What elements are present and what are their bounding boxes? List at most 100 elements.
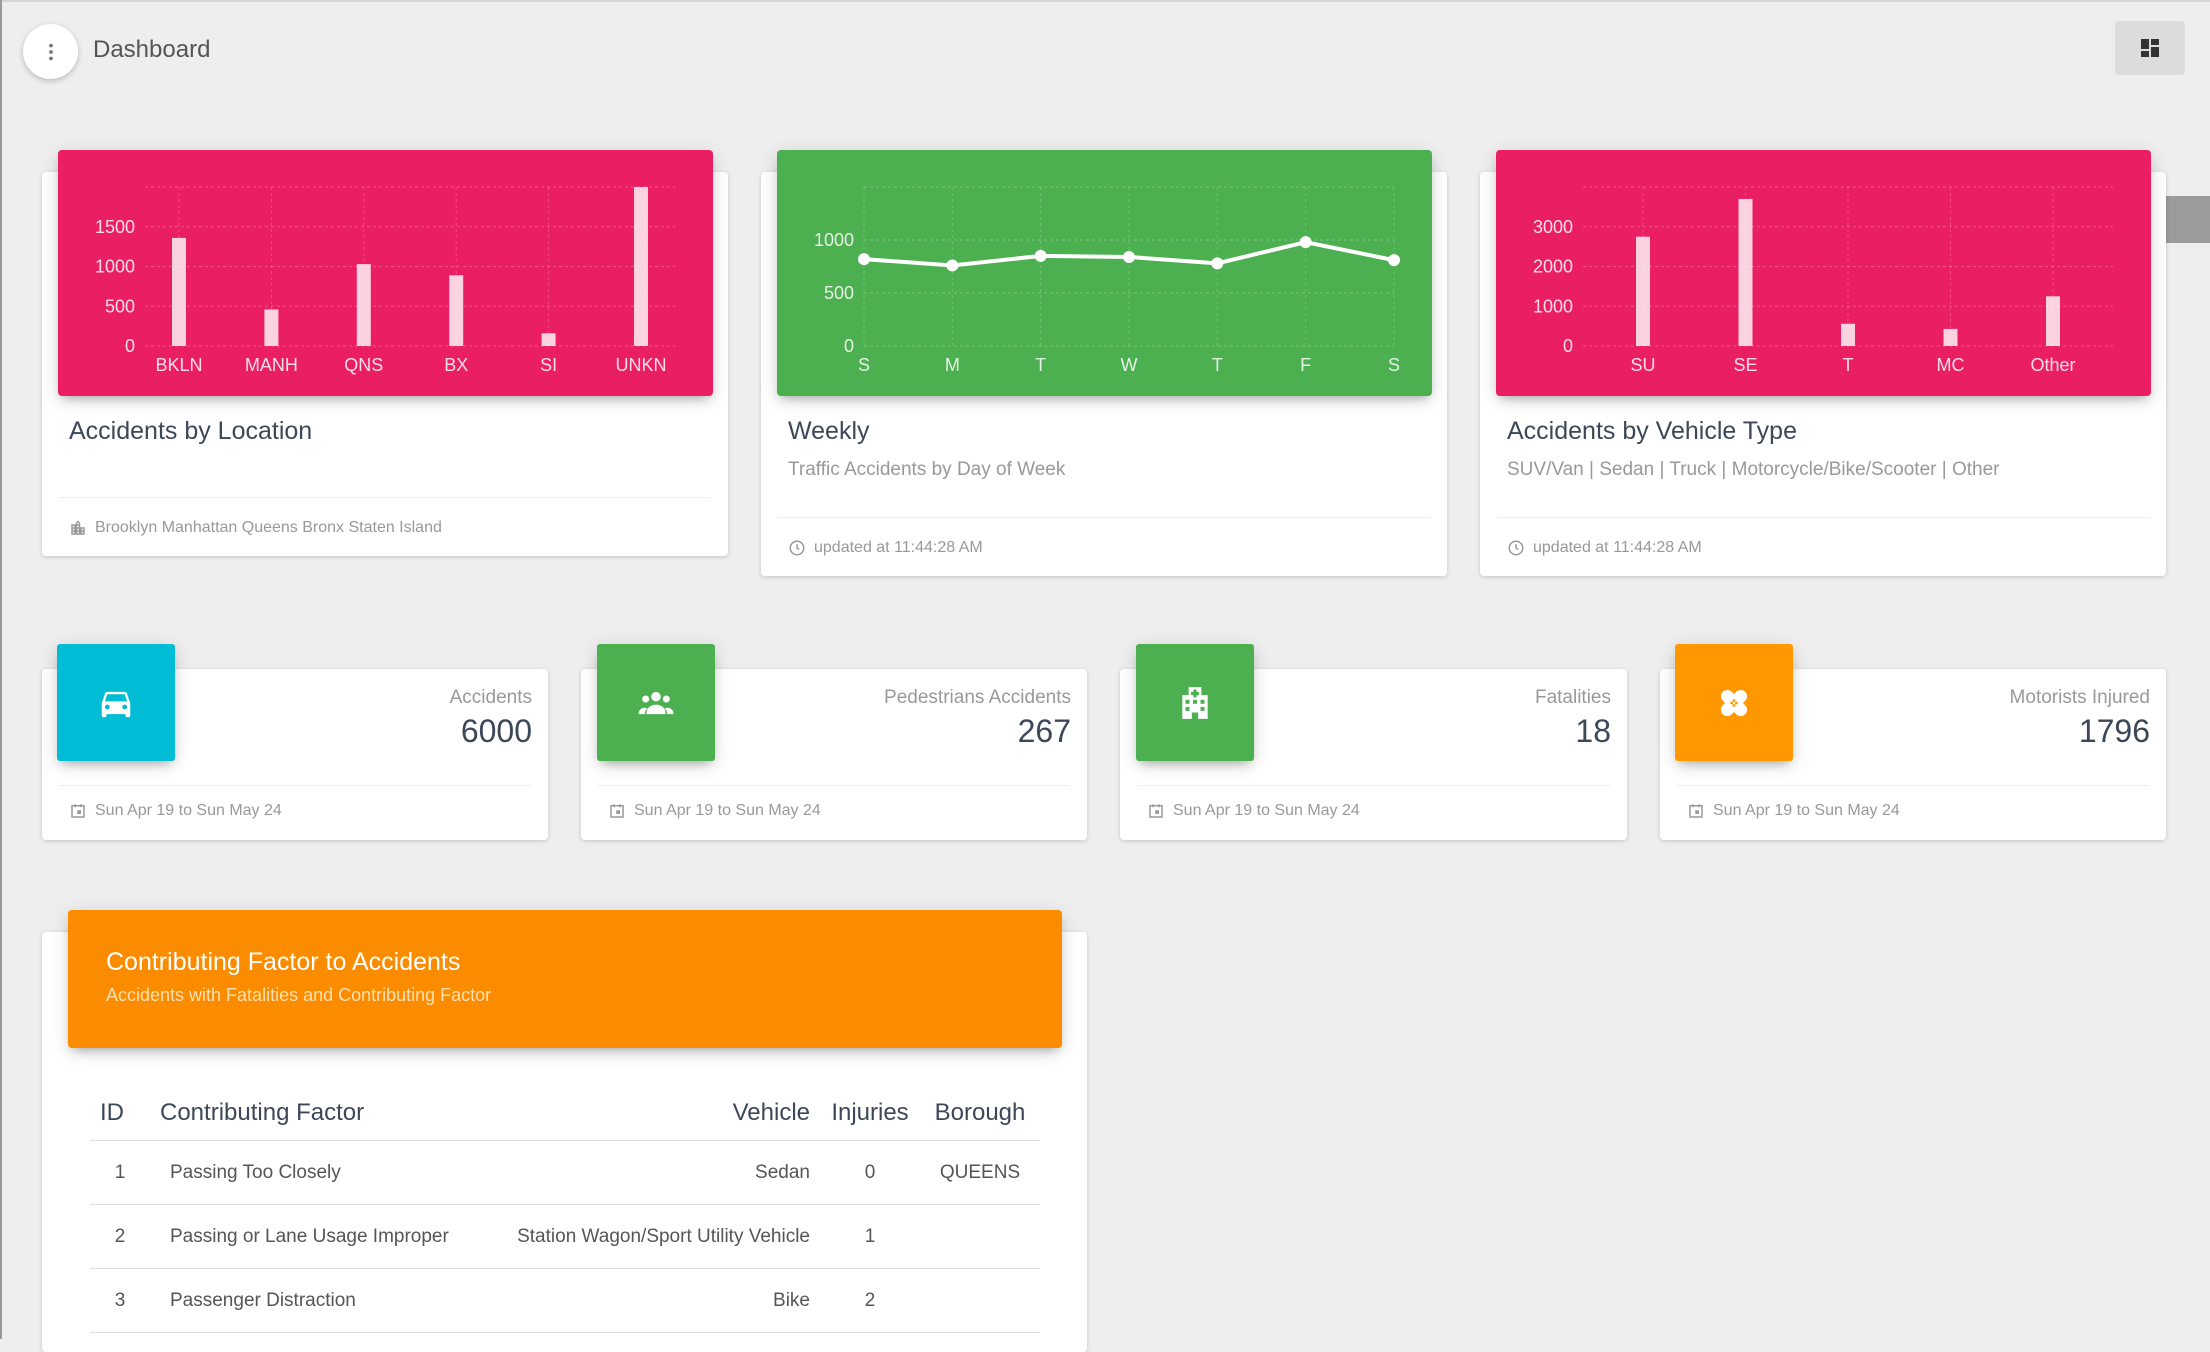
column-header-factor[interactable]: Contributing Factor: [150, 1085, 483, 1141]
table-header: Contributing Factor to Accidents Acciden…: [68, 910, 1062, 1048]
y-tick-label: 2000: [1533, 257, 1573, 277]
data-point: [1299, 236, 1312, 249]
bar: [449, 275, 464, 346]
cell-id: 3: [90, 1268, 150, 1333]
bar: [1738, 198, 1753, 346]
y-tick-label: 0: [125, 336, 135, 356]
stat-label: Pedestrians Accidents: [884, 687, 1071, 708]
x-tick-label: QNS: [344, 355, 383, 375]
cell-vehicle: Bike: [482, 1268, 820, 1333]
y-tick-label: 3000: [1533, 217, 1573, 237]
stat-value: 267: [1017, 713, 1071, 749]
card-footer: updated at 11:44:28 AM: [788, 539, 983, 557]
table-row[interactable]: 1 Passing Too Closely Sedan 0 QUEENS: [90, 1140, 1040, 1205]
data-point: [1211, 257, 1224, 270]
divider: [1137, 785, 1610, 786]
dashboard-button[interactable]: [2115, 21, 2185, 75]
cell-injuries: 1: [820, 1204, 920, 1269]
x-tick-label: T: [1035, 355, 1046, 375]
bandage-icon: [1720, 689, 1748, 716]
y-tick-label: 1000: [1533, 296, 1573, 316]
bar: [356, 264, 371, 346]
divider: [1677, 785, 2149, 786]
bar: [1636, 236, 1650, 346]
page-title: Dashboard: [93, 36, 211, 63]
bar: [2046, 296, 2060, 346]
y-tick-label: 1000: [814, 230, 854, 250]
y-tick-label: 500: [105, 296, 135, 316]
data-point: [1388, 254, 1400, 267]
column-header-borough[interactable]: Borough: [920, 1085, 1040, 1141]
card-title: Accidents by Location: [69, 417, 313, 445]
vehicle-bar-chart: 0 1000 2000 3000 SU SE T MC Other: [1533, 186, 2113, 375]
table-row[interactable]: 2 Passing or Lane Usage Improper Station…: [90, 1204, 1040, 1269]
cell-borough: [920, 1204, 1040, 1269]
divider: [598, 785, 1070, 786]
table-subtitle: Accidents with Fatalities and Contributi…: [106, 985, 492, 1005]
stat-label: Fatalities: [1534, 687, 1611, 708]
x-tick-label: T: [1843, 355, 1854, 375]
x-tick-label: MANH: [245, 355, 298, 375]
location-bar-chart: 0 500 1000 1500 BKLN MANH QNS BX SI UNKN: [95, 186, 675, 375]
menu-button[interactable]: [23, 24, 78, 79]
x-tick-label: UNKN: [615, 355, 666, 375]
column-header-vehicle[interactable]: Vehicle: [482, 1085, 820, 1141]
fatalities-icon-box: [1136, 644, 1254, 761]
calendar-icon: [610, 804, 624, 818]
footer-text: Sun Apr 19 to Sun May 24: [1173, 802, 1360, 819]
y-tick-label: 1000: [95, 257, 135, 277]
data-point: [1123, 250, 1135, 263]
divider: [59, 497, 711, 498]
people-icon: [638, 691, 674, 714]
cell-borough: QUEENS: [920, 1140, 1040, 1205]
cell-id: 2: [90, 1204, 150, 1269]
x-tick-label: S: [1388, 355, 1400, 375]
footer-text: Sun Apr 19 to Sun May 24: [1713, 802, 1900, 819]
bar: [634, 187, 648, 346]
calendar-icon: [1149, 804, 1163, 818]
card-category: Traffic Accidents by Day of Week: [788, 459, 1066, 480]
cell-vehicle: Station Wagon/Sport Utility Vehicle: [482, 1204, 820, 1269]
window-left-edge: [0, 0, 2, 1339]
vehicle-chart: 0 1000 2000 3000 SU SE T MC Other: [1496, 150, 2151, 396]
column-header-injuries[interactable]: Injuries: [820, 1085, 920, 1141]
y-tick-label: 1500: [95, 217, 135, 237]
cell-factor: Passing or Lane Usage Improper: [150, 1204, 483, 1269]
x-tick-label: F: [1300, 355, 1311, 375]
y-tick-label: 500: [824, 283, 854, 303]
card-category: SUV/Van | Sedan | Truck | Motorcycle/Bik…: [1507, 459, 2000, 480]
more-vert-icon: [48, 43, 53, 60]
cell-id: 1: [90, 1140, 150, 1205]
cell-injuries: 0: [820, 1140, 920, 1205]
cell-borough: [920, 1268, 1040, 1333]
weekly-line-chart: 0 500 1000 S M T W T F S: [814, 186, 1400, 375]
table-header-row: ID Contributing Factor Vehicle Injuries …: [90, 1085, 1040, 1141]
window-top-edge: [0, 0, 2210, 2]
car-icon: [101, 691, 131, 717]
clock-icon: [789, 540, 805, 556]
footer-text: Brooklyn Manhattan Queens Bronx Staten I…: [95, 519, 442, 536]
footer-text: Sun Apr 19 to Sun May 24: [95, 802, 282, 819]
column-header-id[interactable]: ID: [90, 1085, 150, 1141]
x-tick-label: M: [945, 355, 960, 375]
divider: [59, 785, 531, 786]
location-chart: 0 500 1000 1500 BKLN MANH QNS BX SI UNKN: [58, 150, 713, 396]
calendar-icon: [71, 804, 85, 818]
table-row[interactable]: 3 Passenger Distraction Bike 2: [90, 1268, 1040, 1333]
x-tick-label: SU: [1630, 355, 1655, 375]
data-point: [858, 253, 870, 266]
data-point: [1034, 249, 1047, 262]
calendar-icon: [1689, 804, 1703, 818]
x-tick-label: Other: [2030, 355, 2075, 375]
weekly-chart: 0 500 1000 S M T W T F S: [777, 150, 1432, 396]
card-footer: Sun Apr 19 to Sun May 24: [69, 802, 282, 820]
accidents-icon-box: [57, 644, 175, 761]
cell-factor: Passenger Distraction: [150, 1268, 483, 1333]
hospital-icon: [1182, 686, 1208, 719]
y-tick-label: 0: [844, 336, 854, 356]
card-footer: Sun Apr 19 to Sun May 24: [1687, 802, 1900, 820]
x-tick-label: S: [858, 355, 870, 375]
x-tick-label: BX: [444, 355, 468, 375]
x-tick-label: MC: [1937, 355, 1965, 375]
card-footer: Sun Apr 19 to Sun May 24: [608, 802, 821, 820]
